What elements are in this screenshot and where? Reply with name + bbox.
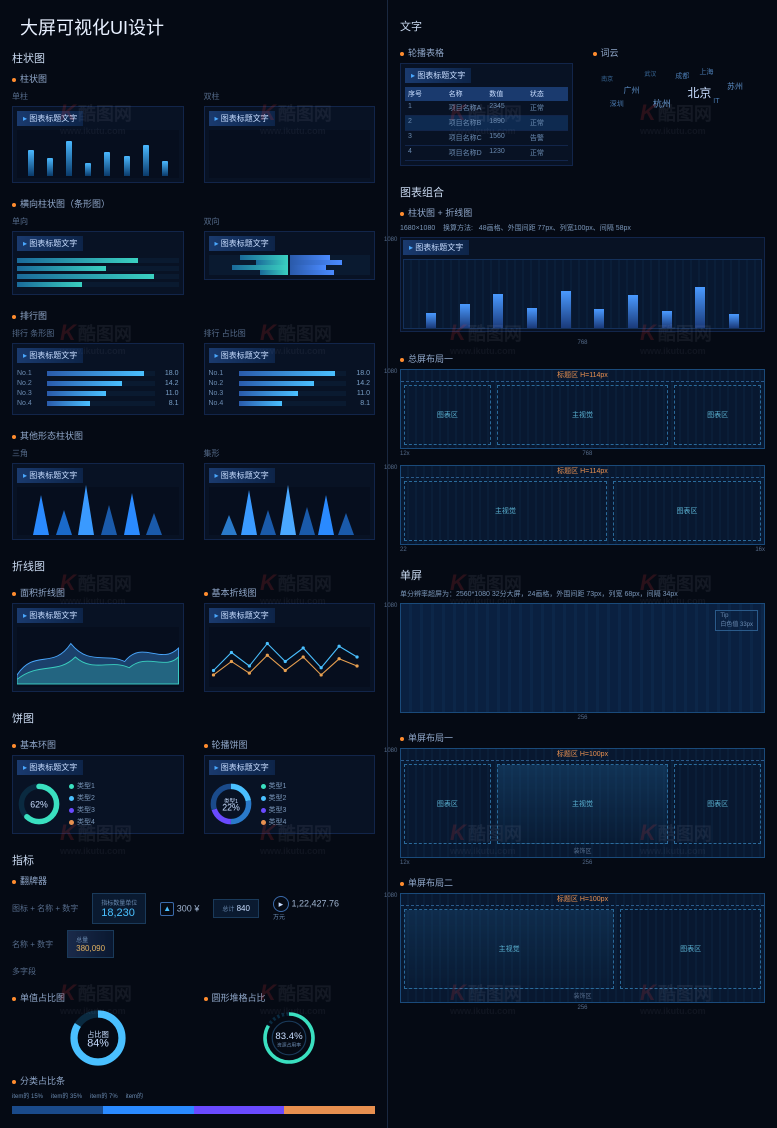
sub-other-bar: 其他形态柱状图 [12, 429, 375, 442]
sub-slayout2: 单屏布局二 [400, 876, 765, 889]
layout-diagram-1: 标题区 H=114px 图表区 主视觉 图表区 [400, 369, 765, 449]
sub-rank: 排行图 [12, 309, 375, 322]
section-indicator: 指标 [12, 852, 375, 868]
indicator-card-row2: 总量 380,090 [67, 930, 114, 958]
sub-wordcloud: 词云 [593, 46, 766, 59]
sub-bar: 柱状图 [12, 72, 375, 85]
sub-hbar: 横向柱状图（条形图） [12, 197, 375, 210]
play-icon: ▸ [273, 896, 289, 912]
combo-spec: 1680×1080 换算方法: 48画格、外围间距 77px、列宽100px、间… [400, 223, 765, 233]
sub-flipboard: 翻牌器 [12, 874, 375, 887]
label-hbar-single: 单向 [12, 216, 184, 227]
section-combo: 图表组合 [400, 184, 765, 200]
single-spec: 单分辨率超屏为：2560*1080 32分大屏，24画格，外围间距 73px，列… [400, 589, 765, 599]
segment-bar [12, 1106, 375, 1114]
page-title: 大屏可视化UI设计 [20, 14, 375, 40]
panel-rank-ratio: 图表标题文字 No.118.0No.214.2No.311.0No.48.1 [204, 343, 376, 415]
indicator-icon: ▲ [160, 902, 174, 916]
label-rank-bar: 排行 条形图 [12, 328, 184, 339]
panel-donut1: 图表标题文字 62% 类型1类型2类型3类型4 [12, 755, 184, 834]
panel-single-bar: 图表标题文字 [12, 106, 184, 183]
sub-donut: 基本环图 [12, 738, 184, 751]
chart-area [17, 627, 179, 687]
svg-text:83.4%: 83.4% [276, 1031, 304, 1042]
panel-donut2: 图表标题文字 类型1 22% 类型1类型2类型3类型4 [204, 755, 376, 834]
panel-hbar-double: 图表标题文字 [204, 231, 376, 280]
sub-gauge-ratio: 圆形堆格占比 [204, 991, 376, 1004]
single-tip: Tip 白色值 33px [715, 610, 758, 631]
section-single: 单屏 [400, 567, 765, 583]
panel-area: 图表标题文字 [12, 603, 184, 692]
chart-line [209, 627, 371, 687]
single-layout-2: 标题区 H=100px 主视觉 图表区 装饰区 [400, 893, 765, 1003]
sub-layout1: 总屏布局一 [400, 352, 765, 365]
panel-hbar-single: 图表标题文字 [12, 231, 184, 295]
layout-diagram-2: 标题区 H=114px 主视觉 图表区 [400, 465, 765, 545]
section-pie: 饼图 [12, 710, 375, 726]
section-line: 折线图 [12, 558, 375, 574]
label-triangle: 三角 [12, 448, 184, 459]
panel-line: 图表标题文字 [204, 603, 376, 692]
indicator-2: ▲ 300 ¥ [160, 902, 199, 916]
panel-rank-bar: 图表标题文字 No.118.0No.214.2No.311.0No.48.1 [12, 343, 184, 415]
label-ind-row2: 名称 + 数字 [12, 939, 53, 950]
chart-vbar-double [209, 130, 371, 178]
panel-peaks-a: 图表标题文字 [12, 463, 184, 540]
sub-combo: 柱状图 + 折线图 [400, 206, 765, 219]
section-bar: 柱状图 [12, 50, 375, 66]
label-ind-row1: 图标 + 名称 + 数字 [12, 903, 78, 914]
sub-seg: 分类占比条 [12, 1074, 375, 1087]
gauge-1: 占比图 84% [68, 1008, 128, 1068]
indicator-play: ▸ 1,22,427.76 万元 [273, 896, 339, 921]
svg-text:84%: 84% [87, 1037, 109, 1049]
panel-peaks-b: 图表标题文字 [204, 463, 376, 540]
label-double-bar: 双柱 [204, 91, 376, 102]
single-screen-grid: Tip 白色值 33px [400, 603, 765, 713]
label-hbar-double: 双向 [204, 216, 376, 227]
label-single-bar: 单柱 [12, 91, 184, 102]
chart-vbar-single [17, 130, 179, 178]
label-ind-row3: 多字段 [12, 966, 36, 977]
sub-single-ratio: 单值占比图 [12, 991, 184, 1004]
wordcloud: 北京杭州苏州广州成都IT深圳上海武汉南京 [593, 63, 766, 133]
single-layout-1: 标题区 H=100px 图表区 主视觉 图表区 装饰区 [400, 748, 765, 858]
chart-donut-2: 类型1 22% [209, 782, 253, 826]
panel-double-bar: 图表标题文字 [204, 106, 376, 183]
chart-donut-1: 62% [17, 782, 61, 826]
svg-text:资源占用率: 资源占用率 [277, 1041, 301, 1048]
carousel-table: 图表标题文字 序号名称数值状态 1项目名称A2345正常2项目名称B1890正常… [400, 63, 573, 166]
sub-carousel-table: 轮播表格 [400, 46, 573, 59]
sub-basic-line: 基本折线图 [204, 586, 376, 599]
gauge-2: 83.4% 资源占用率 [259, 1008, 319, 1068]
sub-carousel-pie: 轮播饼图 [204, 738, 376, 751]
indicator-card-3: 总计 840 [213, 899, 259, 918]
indicator-card-1: 指标数量单位 18,230 [92, 893, 146, 924]
sub-area: 面积折线图 [12, 586, 184, 599]
svg-text:22%: 22% [222, 803, 240, 813]
label-rank-ratio: 排行 占比图 [204, 328, 376, 339]
combo-chart [403, 259, 762, 329]
label-cone: 集形 [204, 448, 376, 459]
svg-text:62%: 62% [30, 799, 48, 809]
sub-slayout1: 单屏布局一 [400, 731, 765, 744]
section-text: 文字 [400, 18, 765, 34]
